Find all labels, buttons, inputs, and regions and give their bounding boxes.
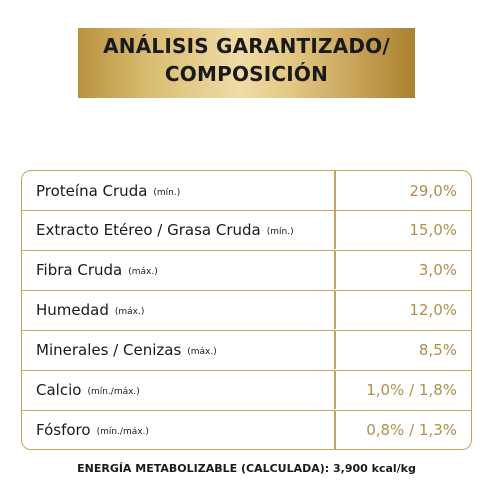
row-label: Proteína Cruda (mín.)	[36, 171, 180, 210]
row-label: Minerales / Cenizas (máx.)	[36, 331, 217, 369]
nutrient-value: 0,8% / 1,3%	[366, 421, 457, 439]
column-divider	[334, 291, 336, 329]
table-row-protein: Proteína Cruda (mín.) 29,0%	[22, 171, 471, 210]
column-divider	[334, 371, 336, 409]
nutrient-value: 8,5%	[418, 341, 457, 359]
column-divider	[334, 411, 336, 449]
title-line-2: COMPOSICIÓN	[164, 62, 329, 86]
column-divider	[334, 331, 336, 369]
nutrient-qualifier: (mín.)	[266, 227, 294, 237]
nutrient-name: Proteína Cruda	[36, 181, 148, 200]
nutrient-qualifier: (mín./máx.)	[87, 387, 140, 397]
title-banner: ANÁLISIS GARANTIZADO/ COMPOSICIÓN	[78, 28, 415, 98]
row-label: Humedad (máx.)	[36, 291, 144, 329]
row-label: Calcio (mín./máx.)	[36, 371, 140, 409]
nutrient-value: 29,0%	[409, 181, 457, 200]
nutrient-name: Humedad	[36, 301, 109, 319]
row-label: Fósforo (mín./máx.)	[36, 411, 149, 449]
column-divider	[334, 171, 336, 210]
table-row-ash: Minerales / Cenizas (máx.) 8,5%	[22, 330, 471, 369]
table-row-phosphorus: Fósforo (mín./máx.) 0,8% / 1,3%	[22, 410, 471, 449]
nutrient-value: 12,0%	[409, 301, 457, 319]
table-row-fiber: Fibra Cruda (máx.) 3,0%	[22, 250, 471, 289]
nutrient-value: 3,0%	[418, 261, 457, 279]
row-label: Extracto Etéreo / Grasa Cruda (mín.)	[36, 211, 294, 249]
nutrient-qualifier: (máx.)	[187, 347, 217, 357]
table-row-calcium: Calcio (mín./máx.) 1,0% / 1,8%	[22, 370, 471, 409]
row-label: Fibra Cruda (máx.)	[36, 251, 158, 289]
nutrient-name: Fósforo	[36, 421, 91, 439]
nutrient-name: Fibra Cruda	[36, 261, 123, 279]
energy-footnote: ENERGÍA METABOLIZABLE (CALCULADA): 3,900…	[77, 462, 416, 475]
nutrient-qualifier: (máx.)	[128, 267, 158, 277]
nutrient-qualifier: (máx.)	[114, 307, 145, 317]
table-row-moisture: Humedad (máx.) 12,0%	[22, 290, 471, 329]
nutrient-name: Extracto Etéreo / Grasa Cruda	[36, 221, 261, 239]
title-line-1: ANÁLISIS GARANTIZADO/	[103, 34, 390, 58]
nutrient-value: 1,0% / 1,8%	[366, 381, 457, 399]
nutrition-table: Proteína Cruda (mín.) 29,0% Extracto Eté…	[21, 170, 472, 450]
nutrient-value: 15,0%	[409, 221, 457, 239]
table-row-fat: Extracto Etéreo / Grasa Cruda (mín.) 15,…	[22, 210, 471, 249]
column-divider	[334, 251, 336, 289]
column-divider	[334, 211, 336, 249]
nutrient-qualifier: (mín.)	[153, 187, 181, 198]
nutrient-qualifier: (mín./máx.)	[96, 427, 149, 437]
nutrient-name: Calcio	[36, 381, 82, 399]
nutrient-name: Minerales / Cenizas	[36, 341, 182, 359]
